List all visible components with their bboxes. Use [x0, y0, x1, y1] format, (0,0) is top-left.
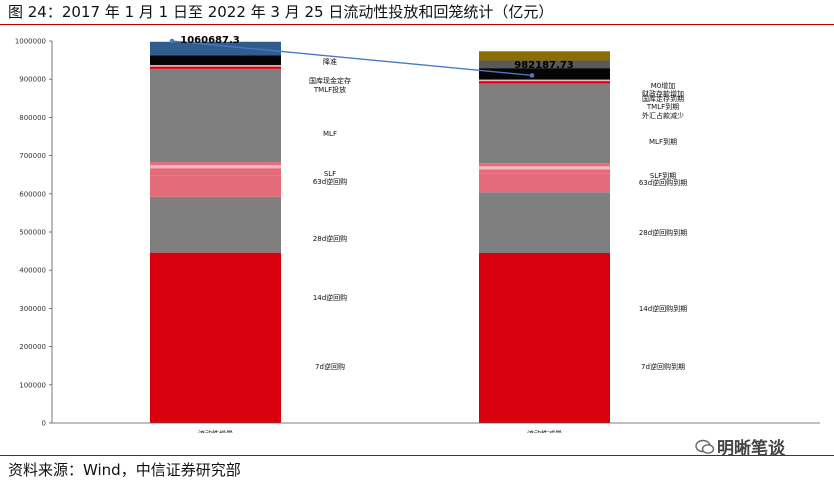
- bar-segment: [150, 162, 281, 166]
- x-category-label: 流动性增量: [198, 429, 233, 433]
- y-tick-label: 300000: [19, 305, 46, 313]
- bar-segment: [479, 169, 610, 174]
- total-line: [169, 38, 535, 78]
- segment-label: MLF: [323, 130, 337, 138]
- segment-label: 外汇占款减少: [642, 111, 684, 120]
- trend-point: [169, 38, 175, 44]
- bar-segment: [479, 51, 610, 61]
- segment-label: 7d逆回购: [315, 362, 345, 371]
- segment-label: 14d逆回购到期: [639, 304, 687, 313]
- bar-segment: [479, 79, 610, 82]
- bar-segment: [479, 173, 610, 193]
- stacked-bar-chart: 0 100000 200000 300000 400000 500000 600000 700…: [15, 35, 820, 433]
- y-tick-label: 700000: [19, 152, 46, 160]
- bar-segment: [479, 163, 610, 167]
- y-tick-label: 600000: [19, 190, 46, 198]
- bar-segment: [150, 252, 281, 423]
- segment-label: 63d逆回购: [313, 177, 347, 186]
- segment-label: 国库定存到期: [642, 94, 684, 103]
- bar-segment: [150, 165, 281, 169]
- y-tick-label: 1000000: [15, 38, 46, 46]
- total-value-label: 982187.73: [514, 60, 574, 71]
- bar-segment: [150, 196, 281, 253]
- bar-segment: [150, 41, 281, 56]
- source-divider: [0, 455, 834, 456]
- segment-label: 降准: [323, 57, 337, 66]
- bar-segment: [479, 192, 610, 254]
- segment-label: 财政存款增加: [642, 89, 684, 98]
- bar-segment: [479, 253, 610, 423]
- trend-line: [171, 40, 533, 77]
- segment-label: 63d逆回购到期: [639, 178, 687, 187]
- y-tick-label: 400000: [19, 267, 46, 275]
- bar-segment: [150, 65, 281, 67]
- segment-label: MLF到期: [649, 138, 677, 146]
- segment-label: 7d逆回购到期: [641, 362, 685, 371]
- y-tick-label: 800000: [19, 114, 46, 122]
- x-axis: 流动性增量 流动性减量: [52, 422, 820, 433]
- segment-label: SLF到期: [650, 172, 676, 180]
- x-category-label: 流动性减量: [527, 429, 562, 433]
- y-tick-label: 0: [42, 420, 46, 428]
- watermark-label: 明晰笔谈: [717, 439, 785, 459]
- source-note: 资料来源：Wind，中信证券研究部: [8, 461, 241, 479]
- segment-label: SLF: [324, 170, 336, 178]
- bar-segment: [479, 68, 610, 80]
- wechat-icon: [695, 439, 715, 454]
- bar-group: [150, 41, 610, 423]
- segment-label: 国库现金定存: [309, 76, 351, 85]
- total-value-label: 1060687.3: [180, 35, 240, 46]
- y-tick-label: 100000: [19, 381, 46, 389]
- y-tick-label: 200000: [19, 343, 46, 351]
- total-labels: 1060687.3 982187.73: [180, 35, 574, 71]
- y-tick-label: 500000: [19, 229, 46, 237]
- segment-label: 14d逆回购: [313, 293, 347, 302]
- segment-label: TMLF投放: [313, 85, 346, 94]
- segment-label: M0增加: [651, 81, 676, 90]
- segment-label: 28d逆回购到期: [639, 228, 687, 237]
- y-tick-label: 900000: [19, 76, 46, 84]
- bar-segment: [479, 60, 610, 69]
- segment-label: 28d逆回购: [313, 234, 347, 243]
- figure-title: 图 24：2017 年 1 月 1 日至 2022 年 3 月 25 日流动性投…: [8, 3, 554, 21]
- watermark-text: 明晰笔谈: [693, 434, 785, 459]
- bar-segment: [150, 175, 281, 197]
- bar-segment: [150, 68, 281, 163]
- bar-segment: [150, 168, 281, 176]
- bar-segment: [479, 166, 610, 170]
- bar-segment: [479, 81, 610, 84]
- bar-segment: [479, 83, 610, 164]
- bar-segment: [150, 66, 281, 69]
- trend-point: [529, 73, 535, 78]
- bar-segment: [150, 55, 281, 66]
- y-axis: 0 100000 200000 300000 400000 500000 600000 700…: [15, 38, 53, 428]
- segment-label: TMLF到期: [646, 103, 679, 111]
- title-divider: [0, 24, 834, 25]
